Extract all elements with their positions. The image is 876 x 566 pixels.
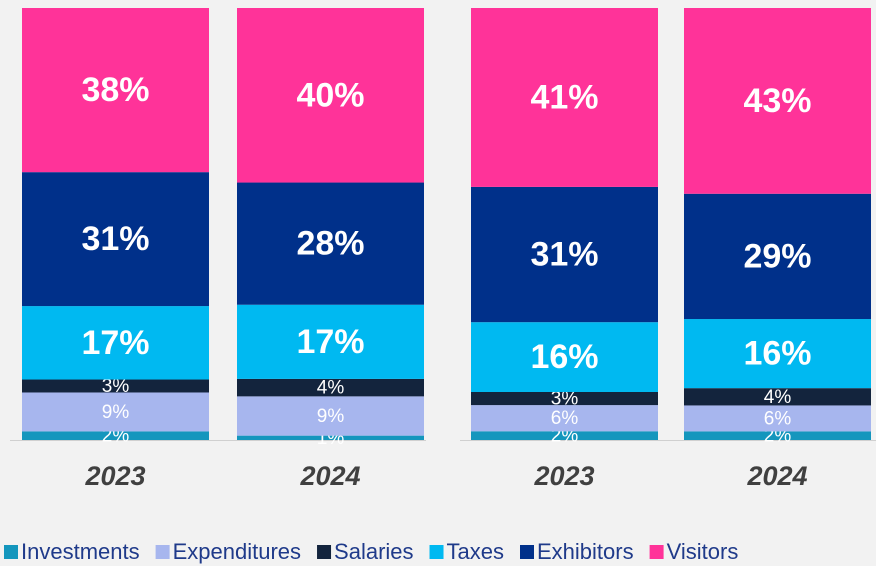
legend-swatch (520, 545, 534, 559)
value-label: 31% (530, 236, 598, 274)
legend-swatch (649, 545, 664, 559)
value-label: 9% (317, 406, 345, 427)
bar-segment (684, 405, 871, 432)
bar-segment (237, 304, 424, 379)
bar-segment (22, 8, 209, 173)
bar-segment (471, 322, 658, 392)
value-label: 4% (764, 387, 792, 408)
bar-segment (471, 392, 658, 406)
bar-segment (684, 388, 871, 406)
legend-label: Exhibitors (537, 539, 634, 564)
value-label: 17% (296, 323, 364, 361)
legend-label: Investments (21, 539, 140, 564)
legend-swatch (317, 545, 332, 559)
value-label: 16% (530, 338, 598, 376)
x-tick-label: 2024 (746, 461, 807, 491)
x-tick-label: 2024 (299, 461, 360, 491)
legend-label: Salaries (334, 539, 413, 564)
bar-segment (237, 8, 424, 183)
legend-swatch (4, 545, 18, 559)
bar-segment (471, 186, 658, 323)
bar-segment (684, 319, 871, 389)
legend-label: Expenditures (173, 539, 301, 564)
legend-swatch (429, 545, 444, 559)
x-tick-label: 2023 (533, 461, 594, 491)
legend-swatch (155, 545, 170, 559)
value-label: 29% (743, 237, 811, 275)
bar-segment (237, 435, 424, 440)
value-label: 17% (81, 324, 149, 362)
bar-segment (471, 8, 658, 187)
value-label: 6% (764, 408, 792, 429)
bar-segment (22, 431, 209, 440)
bar-segment (237, 182, 424, 305)
bar-segment (471, 431, 658, 440)
value-label: 9% (102, 402, 130, 423)
value-label: 28% (296, 225, 364, 263)
x-tick-label: 2023 (84, 461, 145, 491)
bar-segment (684, 193, 871, 320)
bar-segment (22, 379, 209, 393)
value-label: 3% (551, 389, 579, 410)
value-label: 43% (743, 82, 811, 120)
bar-segment (471, 405, 658, 432)
bar-segment (22, 172, 209, 307)
value-label: 38% (81, 71, 149, 109)
bar-segment (684, 431, 871, 440)
bar-segment (22, 392, 209, 432)
bar-segment (22, 306, 209, 380)
value-label: 40% (296, 76, 364, 114)
value-label: 31% (81, 220, 149, 258)
value-label: 6% (551, 408, 579, 429)
legend-label: Taxes (447, 539, 504, 564)
bar-segment (684, 8, 871, 194)
legend-label: Visitors (667, 539, 739, 564)
bar-segment (237, 396, 424, 436)
value-label: 4% (317, 378, 345, 399)
value-label: 41% (530, 78, 598, 116)
value-label: 3% (102, 376, 130, 397)
bar-segment (237, 378, 424, 397)
value-label: 16% (743, 335, 811, 373)
